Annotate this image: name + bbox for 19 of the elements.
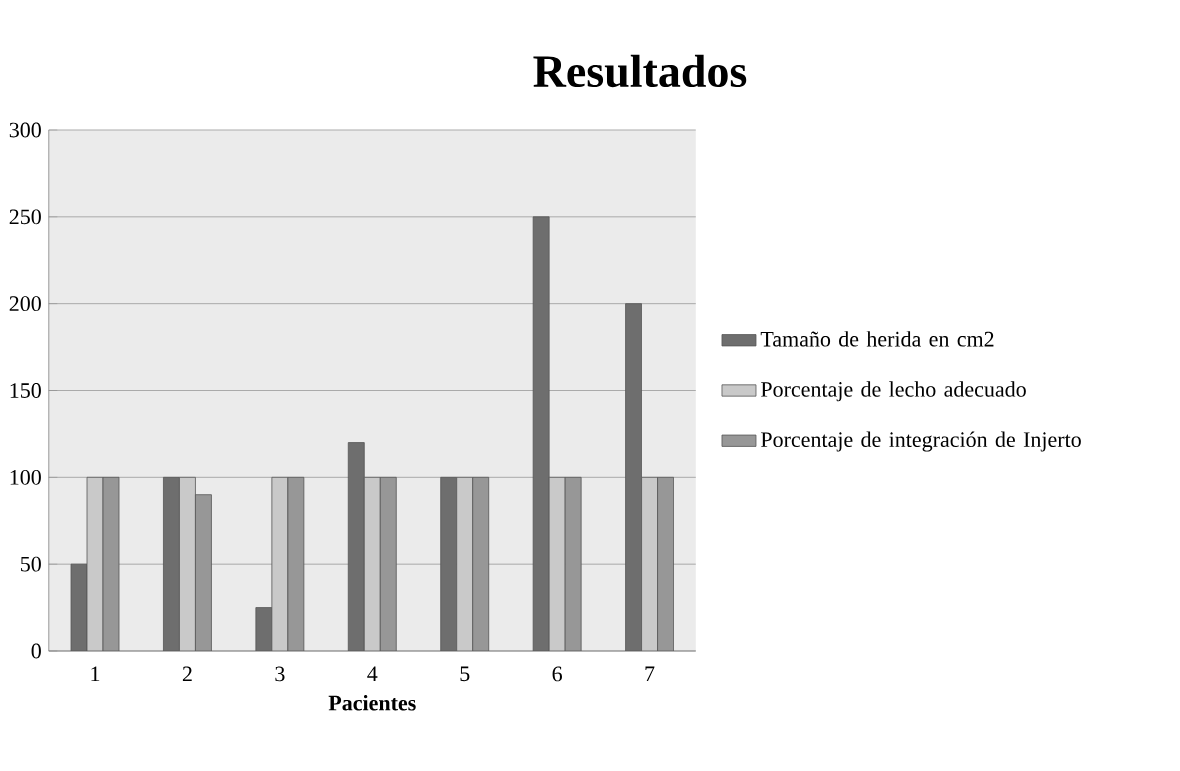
x-tick-label: 2 [182,666,192,682]
y-tick-label: 250 [9,209,41,225]
x-tick-label: 3 [275,666,285,682]
x-tick-label: 5 [460,666,470,682]
x-tick-label: 4 [367,666,378,682]
y-tick-label: 50 [21,556,41,572]
x-tick-label: 7 [645,666,655,681]
y-tick-label: 150 [10,383,41,398]
x-tick-label: 1 [91,666,100,682]
legend-label: Tamaño de herida en cm2 [760,331,994,347]
chart-title: Resultados [533,54,747,88]
x-tick-label: 6 [552,666,562,682]
y-tick-label: 0 [31,643,41,659]
y-tick-label: 100 [10,469,41,485]
y-tick-label: 300 [9,122,41,138]
y-tick-label: 200 [9,296,41,312]
legend-label: Porcentaje de lecho adecuado [760,381,1026,402]
legend-label: Porcentaje de integración de Injerto [760,431,1081,452]
x-axis-title: Pacientes [328,695,416,711]
